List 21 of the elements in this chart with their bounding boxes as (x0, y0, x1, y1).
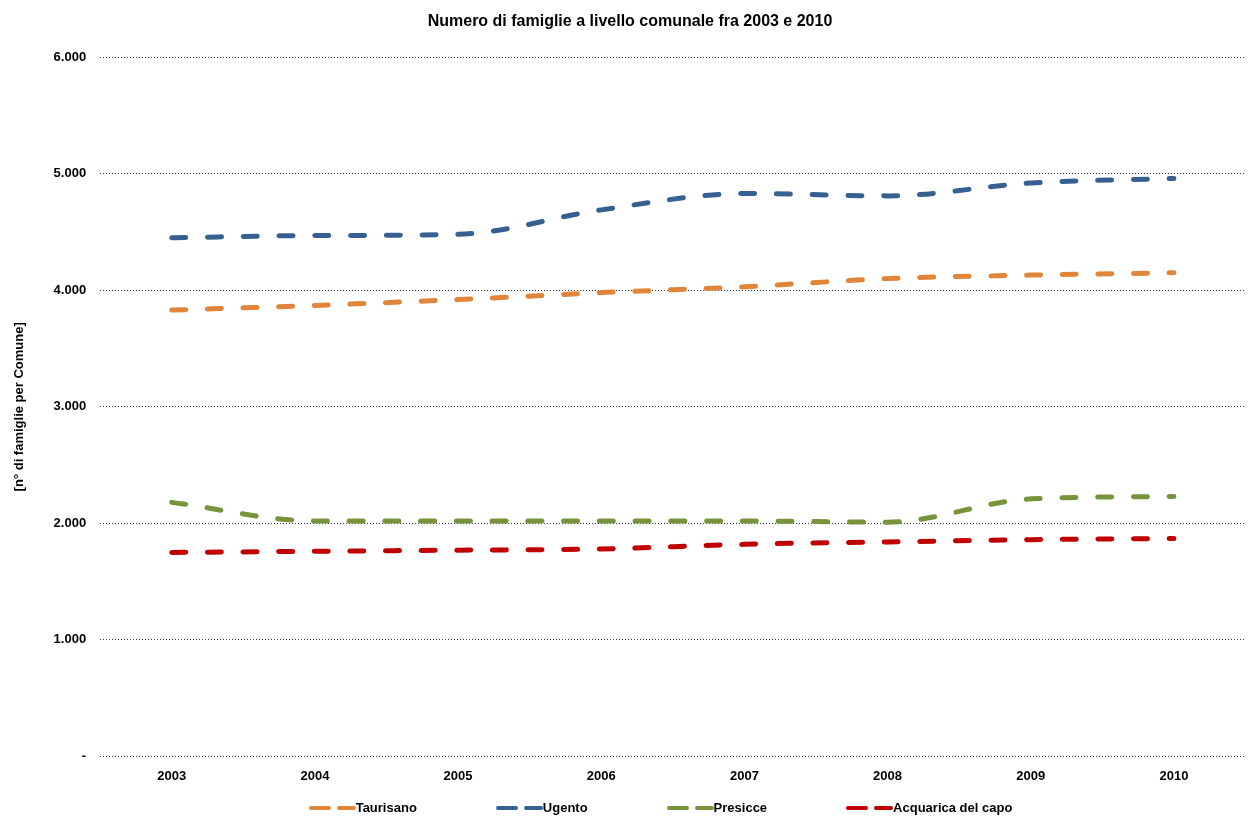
x-tick-label: 2003 (157, 767, 187, 783)
x-tick-label: 2004 (300, 767, 331, 783)
y-tick-label: 1.000 (53, 631, 87, 647)
y-tick-label: - (81, 747, 87, 763)
legend-label: Taurisano (355, 800, 417, 815)
legend-label: Ugento (542, 800, 588, 815)
y-tick-label: 2.000 (53, 514, 87, 530)
y-tick-label: 3.000 (53, 398, 87, 414)
legend-label: Presicce (713, 800, 768, 815)
y-tick-label: 4.000 (53, 281, 87, 297)
x-tick-label: 2009 (1016, 767, 1046, 783)
x-tick-label: 2006 (586, 767, 616, 783)
y-tick-label: 6.000 (53, 48, 87, 64)
legend-label: Acquarica del capo (893, 800, 1013, 815)
y-tick-label: 5.000 (53, 165, 87, 181)
x-tick-label: 2010 (1159, 767, 1189, 783)
x-tick-label: 2007 (729, 767, 759, 783)
y-axis-title: [n° di famiglie per Comune] (11, 322, 27, 492)
chart-title: Numero di famiglie a livello comunale fra 2003 e 2010 (427, 12, 833, 30)
x-tick-label: 2005 (443, 767, 473, 783)
x-tick-label: 2008 (873, 767, 903, 783)
